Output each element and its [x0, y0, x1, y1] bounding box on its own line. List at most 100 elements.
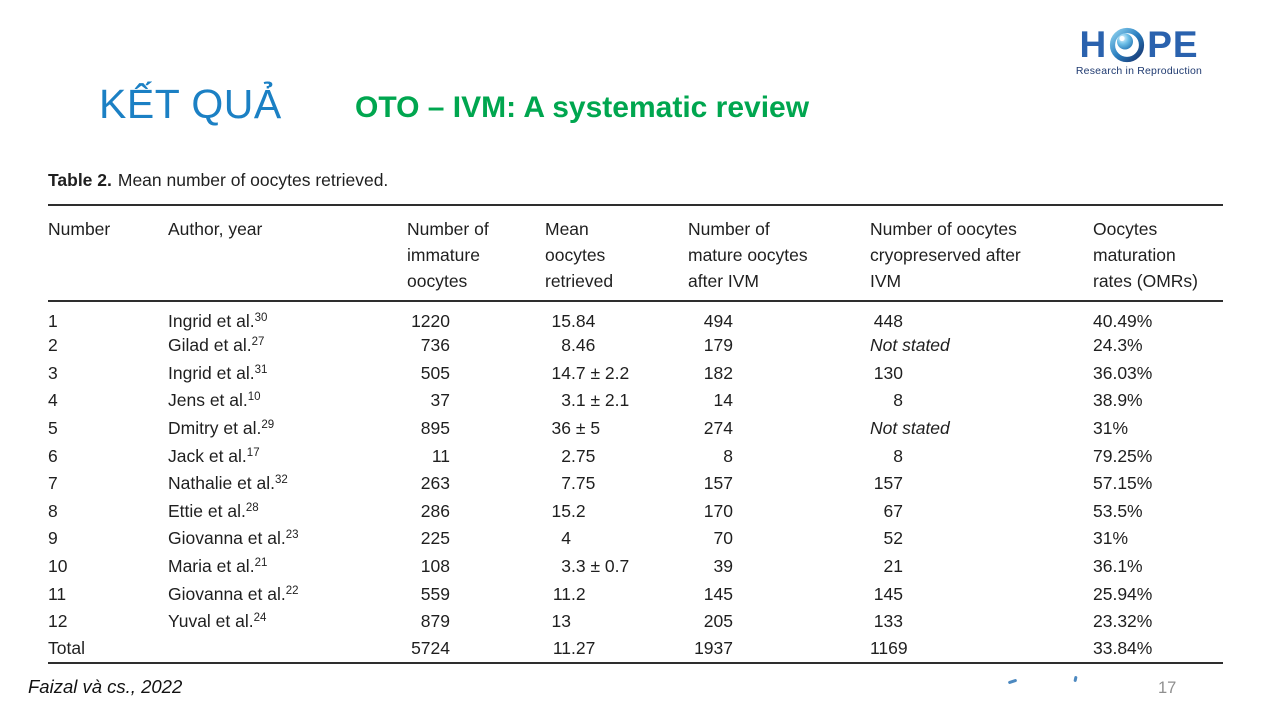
page-number: 17: [1158, 679, 1177, 697]
table-cell: 274: [703, 418, 733, 439]
table-cell: 8.46: [561, 335, 596, 356]
table-row: 1 Ingrid et al.30 1220 15.84 494 448 40.49%: [48, 301, 1223, 332]
table-cell: 505: [420, 362, 450, 383]
table-row: 11 Giovanna et al.22 559 11.2 145 145 25.94%: [48, 580, 1223, 608]
table-row: 6 Jack et al.17 11 2.75 8 8 79.25%: [48, 442, 1223, 470]
table-cell: 31%: [1093, 528, 1129, 549]
table-cell: 15.84: [551, 311, 596, 331]
table-cell: 145: [703, 583, 733, 604]
table-cell: 170: [703, 500, 733, 521]
table-cell: Jens et al.10: [168, 390, 261, 411]
table-row: 7 Nathalie et al.32 263 7.75 157 157 57.15%: [48, 470, 1223, 498]
table-cell: 1220: [411, 311, 450, 331]
table-cell: Gilad et al.27: [168, 335, 265, 356]
table-cell: 24.3%: [1093, 335, 1143, 356]
table-cell: Not stated: [870, 335, 950, 356]
column-header: Author, year: [168, 219, 263, 239]
table-cell: 133: [873, 611, 903, 632]
table-cell: Maria et al.21: [168, 556, 268, 577]
hope-logo: H PE: [1070, 26, 1208, 77]
table-cell: 38.9%: [1093, 390, 1143, 411]
table-cell: 33.84%: [1093, 638, 1153, 659]
table-cell: 14: [713, 390, 733, 411]
table-body: 1 Ingrid et al.30 1220 15.84 494 448 40.49% 2 Gi…: [48, 301, 1223, 664]
table-cell: Yuval et al.24: [168, 611, 267, 632]
slide-title: OTO – IVM: A systematic review: [355, 91, 810, 124]
table-cell: 3.3 ± 0.7: [561, 556, 630, 577]
table-row: 3 Ingrid et al.31 505 14.7 ± 2.2 182 130 36.03…: [48, 360, 1223, 388]
table-row: 5 Dmitry et al.29 895 36 ± 5 274 Not stated 31…: [48, 415, 1223, 443]
eye-swirl-icon: [1110, 27, 1145, 62]
table-cell: 12: [48, 611, 68, 632]
table-cell: 286: [420, 500, 450, 521]
table-cell: 36.03%: [1093, 362, 1153, 383]
table-cell: [168, 636, 400, 664]
table-cell: 23.32%: [1093, 611, 1153, 632]
table-cell: 559: [420, 583, 450, 604]
table-cell: Dmitry et al.29: [168, 418, 275, 439]
table-cell: 36 ± 5: [551, 418, 601, 439]
table-cell: 1: [48, 311, 58, 331]
table-cell: Total: [48, 638, 85, 659]
table-cell: 8: [723, 445, 733, 466]
table-cell: 70: [713, 528, 733, 549]
artifact-mark: [1007, 678, 1018, 685]
table-cell: Nathalie et al.32: [168, 473, 288, 494]
citation: Faizal và cs., 2022: [28, 676, 183, 697]
table-cell: 67: [883, 500, 903, 521]
table-cell: 4: [48, 390, 58, 411]
table-caption-text: Mean number of oocytes retrieved.: [117, 170, 389, 190]
table-cell: 8: [893, 390, 903, 411]
column-header: Oocytes maturation rates (OMRs): [1093, 219, 1198, 291]
table-cell: 2: [48, 335, 58, 356]
column-header: Number of immature oocytes: [407, 219, 489, 291]
table-cell: 6: [48, 445, 58, 466]
table-cell: 31%: [1093, 418, 1129, 439]
logo-letter-h: H: [1079, 24, 1108, 65]
table-cell: 157: [873, 473, 903, 494]
table-cell: 157: [703, 473, 733, 494]
column-header: Number of mature oocytes after IVM: [688, 219, 808, 291]
table-cell: 879: [420, 611, 450, 632]
table-cell: 11.2: [552, 583, 586, 604]
header-row: Number Author, year Number of immature ooc…: [48, 205, 1223, 301]
table-cell: 79.25%: [1093, 445, 1153, 466]
table-cell: Ingrid et al.30: [168, 311, 268, 331]
table-cell: 37: [430, 390, 450, 411]
table-row: 2 Gilad et al.27 736 8.46 179 Not stated 24.3%: [48, 332, 1223, 360]
table-cell: 494: [703, 311, 733, 331]
table-cell: Giovanna et al.22: [168, 583, 299, 604]
table-cell: 130: [873, 362, 903, 383]
table-row: 9 Giovanna et al.23 225 4 70 52 31%: [48, 525, 1223, 553]
table-cell: 182: [703, 362, 733, 383]
table-cell: 3: [48, 362, 58, 383]
section-title: KẾT QUẢ: [99, 81, 282, 127]
table-cell: 736: [420, 335, 450, 356]
logo-wordmark: H PE: [1070, 26, 1208, 63]
table-cell: 145: [873, 583, 903, 604]
table-cell: Ettie et al.28: [168, 500, 259, 521]
table-cell: 5: [48, 418, 58, 439]
table-cell: 52: [883, 528, 903, 549]
table-cell: 15.2: [551, 500, 586, 521]
table-cell: 448: [873, 311, 903, 331]
table-cell: 10: [48, 556, 68, 577]
table-cell: 14.7 ± 2.2: [551, 362, 630, 383]
logo-tagline: Research in Reproduction: [1075, 65, 1203, 77]
table-cell: 21: [883, 556, 903, 577]
table-row: 8 Ettie et al.28 286 15.2 170 67 53.5%: [48, 498, 1223, 526]
table-row: 4 Jens et al.10 37 3.1 ± 2.1 14 8 38.9%: [48, 387, 1223, 415]
table-cell: 36.1%: [1093, 556, 1143, 577]
column-header: Number of oocytes cryopreserved after IV…: [870, 219, 1021, 291]
table-row: 10 Maria et al.21 108 3.3 ± 0.7 39 21 36.1%: [48, 553, 1223, 581]
table-cell: 1169: [870, 638, 908, 659]
table-2-figure: Table 2. Mean number of oocytes retrieved…: [48, 168, 1223, 664]
table-cell: 4: [561, 528, 571, 549]
column-header: Number: [48, 219, 111, 239]
table-cell: 895: [420, 418, 450, 439]
column-header: Mean oocytes retrieved: [545, 219, 614, 291]
table-cell: 53.5%: [1093, 500, 1143, 521]
logo-letters-pe: PE: [1147, 24, 1199, 65]
table-cell: 179: [703, 335, 733, 356]
table-cell: 11: [48, 583, 67, 604]
